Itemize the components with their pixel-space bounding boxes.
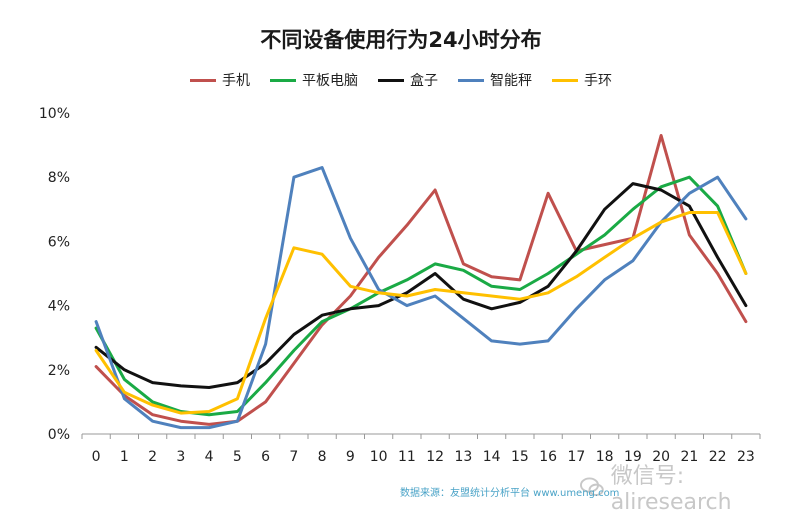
series-line-2 <box>94 182 748 389</box>
series-line-1 <box>94 175 748 417</box>
x-tick-label: 15 <box>511 449 529 465</box>
x-tick-label: 0 <box>92 449 101 465</box>
legend-swatch-band <box>552 78 578 82</box>
y-tick-label: 6% <box>48 234 70 250</box>
legend-swatch-tablet <box>270 78 296 82</box>
ticks-layer: 0%2%4%6%8%10%0 1 2 3 4 5 6 7 8 9 10 11 12 13 14 15 16 17 1… <box>39 106 755 465</box>
legend-item-box: 盒子 <box>378 70 438 90</box>
x-tick-label: 20 <box>652 449 670 465</box>
y-tick-label: 4% <box>48 299 70 315</box>
x-tick-label: 3 <box>176 449 185 465</box>
series-line-0 <box>94 134 748 426</box>
x-tick-label: 18 <box>596 449 614 465</box>
x-tick-label: 16 <box>539 449 557 465</box>
chart-title: 不同设备使用行为24小时分布 <box>260 28 542 52</box>
series-line-3 <box>94 166 748 430</box>
legend-swatch-scale <box>458 78 484 82</box>
y-tick-label: 2% <box>48 363 70 379</box>
x-tick-label: 13 <box>454 449 472 465</box>
legend-label-phone: 手机 <box>222 73 250 89</box>
x-tick-label: 7 <box>289 449 298 465</box>
x-tick-label: 12 <box>426 449 444 465</box>
y-tick-label: 0% <box>48 427 70 443</box>
x-tick-label: 10 <box>370 449 388 465</box>
x-tick-label: 8 <box>318 449 327 465</box>
watermark: 微信号: aliresearch <box>580 458 802 515</box>
source-note: 数据来源：友盟统计分析平台 www.umeng.com <box>400 488 620 499</box>
legend-label-box: 盒子 <box>410 73 438 89</box>
x-tick-label: 11 <box>398 449 416 465</box>
wechat-icon <box>580 476 604 496</box>
watermark-text: 微信号: aliresearch <box>610 464 732 515</box>
x-tick-label: 17 <box>567 449 585 465</box>
x-tick-label: 1 <box>120 449 129 465</box>
legend-label-scale: 智能秤 <box>490 73 532 89</box>
legend-swatch-box <box>378 78 404 82</box>
legend-item-tablet: 平板电脑 <box>270 70 358 90</box>
y-tick-label: 8% <box>48 170 70 186</box>
x-tick-label: 9 <box>346 449 355 465</box>
x-tick-label: 4 <box>205 449 214 465</box>
x-tick-label: 21 <box>680 449 698 465</box>
x-tick-label: 19 <box>624 449 642 465</box>
y-tick-label: 10% <box>39 106 70 122</box>
chart-legend: 手机 平板电脑 盒子 智能秤 手环 <box>190 70 612 90</box>
legend-swatch-phone <box>190 78 216 82</box>
legend-item-band: 手环 <box>552 70 612 90</box>
series-line-4 <box>94 211 748 415</box>
legend-item-phone: 手机 <box>190 70 250 90</box>
legend-label-tablet: 平板电脑 <box>302 73 358 89</box>
x-tick-label: 6 <box>261 449 270 465</box>
series-layer <box>94 134 748 430</box>
x-tick-label: 2 <box>148 449 157 465</box>
axes-layer <box>81 433 761 439</box>
legend-label-band: 手环 <box>584 73 612 89</box>
x-tick-label: 23 <box>737 449 755 465</box>
x-tick-label: 22 <box>709 449 727 465</box>
legend-item-scale: 智能秤 <box>458 70 532 90</box>
x-tick-label: 5 <box>233 449 242 465</box>
x-tick-label: 14 <box>483 449 501 465</box>
